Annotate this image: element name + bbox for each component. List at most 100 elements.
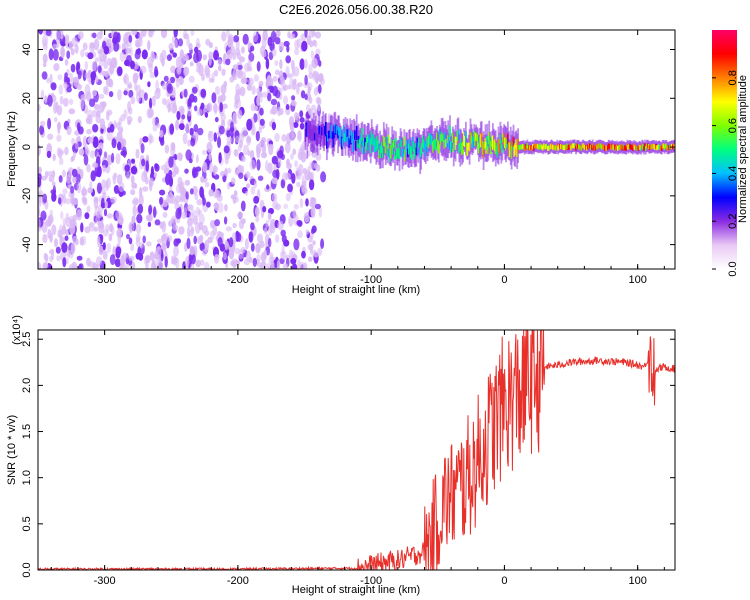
y-tick-label: 1.5	[21, 424, 33, 439]
noise-dots	[38, 30, 336, 269]
noise-dot	[287, 183, 293, 193]
noise-dot	[278, 70, 284, 80]
noise-dot	[231, 177, 236, 185]
noise-dot	[308, 40, 314, 48]
signal-band-core	[344, 131, 347, 142]
noise-dot	[64, 34, 70, 41]
noise-dot	[90, 77, 95, 86]
noise-dot	[198, 213, 205, 225]
noise-dot	[130, 60, 135, 70]
noise-dot	[52, 153, 56, 162]
noise-dot	[206, 102, 213, 112]
noise-dot	[233, 196, 239, 203]
noise-dot	[168, 42, 174, 51]
signal-band-core	[500, 140, 503, 150]
snr-y-multiplier: (x10⁴)	[11, 315, 23, 345]
noise-dot	[223, 81, 228, 88]
noise-dot	[226, 136, 232, 144]
noise-dot	[106, 242, 112, 254]
noise-dot	[184, 179, 191, 186]
noise-dot	[135, 198, 139, 206]
noise-dot	[271, 155, 278, 165]
noise-dot	[266, 262, 271, 269]
signal-band-core	[514, 143, 517, 156]
noise-dot	[64, 146, 69, 156]
noise-dot	[217, 59, 222, 66]
noise-dot	[297, 230, 303, 239]
signal-band-core	[461, 143, 463, 156]
noise-dot	[165, 173, 171, 186]
noise-dot	[280, 250, 287, 260]
noise-dot	[189, 212, 194, 221]
noise-dot	[160, 30, 168, 39]
noise-dot	[268, 237, 272, 248]
noise-dot	[145, 260, 149, 269]
noise-dot	[304, 74, 308, 86]
signal-band-core	[529, 145, 532, 151]
noise-dot	[55, 101, 59, 112]
signal-band-core	[591, 143, 594, 149]
noise-dot	[240, 77, 247, 84]
noise-dot	[38, 189, 44, 200]
noise-dot	[81, 235, 87, 246]
noise-dot	[252, 257, 257, 267]
noise-dot	[102, 250, 108, 260]
spectrogram-frame	[37, 29, 676, 270]
noise-dot	[154, 163, 160, 172]
noise-dot	[223, 53, 227, 61]
spectrogram-y-label: Frequency (Hz)	[6, 111, 18, 187]
noise-dot	[95, 76, 99, 83]
signal-band-core	[386, 145, 389, 156]
signal-band-core	[659, 145, 662, 151]
noise-dot	[92, 136, 99, 148]
noise-dot	[200, 176, 205, 183]
y-tick-label: 2.5	[21, 332, 33, 347]
noise-dot	[130, 96, 136, 105]
noise-dot	[196, 62, 202, 68]
noise-dot	[94, 57, 99, 63]
signal-band-core	[378, 150, 380, 159]
signal-band-core	[622, 144, 625, 150]
noise-dot	[66, 125, 72, 136]
noise-dot	[130, 242, 135, 252]
signal-band-core	[370, 131, 373, 145]
signal-band-core	[599, 143, 602, 149]
noise-dot	[163, 75, 169, 82]
noise-dot	[62, 169, 66, 178]
signal-band-core	[628, 144, 630, 149]
noise-dot	[108, 233, 113, 242]
signal-band-core	[405, 144, 408, 153]
signal-band-core	[606, 145, 609, 151]
noise-dot	[64, 235, 69, 241]
noise-dot	[288, 215, 294, 227]
noise-dot	[46, 77, 50, 84]
x-tick-label: 100	[629, 575, 647, 587]
noise-dot	[196, 108, 203, 116]
noise-dot	[101, 70, 108, 77]
noise-dot	[282, 263, 289, 269]
noise-dot	[136, 37, 143, 48]
noise-dot	[260, 251, 266, 263]
noise-dot	[213, 254, 220, 264]
noise-dot	[91, 162, 99, 168]
noise-dot	[214, 116, 219, 123]
y-tick-label: -20	[21, 188, 33, 204]
noise-dot	[58, 84, 63, 95]
noise-dot	[151, 95, 156, 107]
noise-dot	[224, 156, 229, 165]
noise-dot	[271, 177, 278, 185]
noise-dot	[106, 177, 111, 189]
noise-dot	[268, 143, 274, 156]
noise-dot	[227, 167, 232, 174]
noise-dot	[223, 216, 228, 225]
noise-dot	[193, 124, 199, 133]
noise-dot	[262, 206, 267, 213]
signal-band-core	[384, 142, 387, 154]
noise-dot	[178, 105, 185, 113]
signal-band-core	[356, 140, 359, 149]
noise-dot	[92, 89, 97, 97]
noise-dot	[218, 152, 222, 164]
signal-band-core	[520, 144, 523, 150]
noise-dot	[245, 171, 251, 179]
signal-band-core	[597, 143, 600, 149]
